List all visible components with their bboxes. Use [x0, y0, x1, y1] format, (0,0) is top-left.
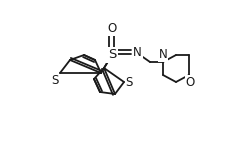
Text: O: O [185, 76, 194, 89]
Text: S: S [51, 74, 59, 87]
Text: S: S [107, 49, 116, 62]
Text: S: S [124, 75, 132, 89]
Text: N: N [158, 48, 167, 61]
Text: O: O [107, 21, 116, 34]
Text: N: N [132, 45, 141, 58]
